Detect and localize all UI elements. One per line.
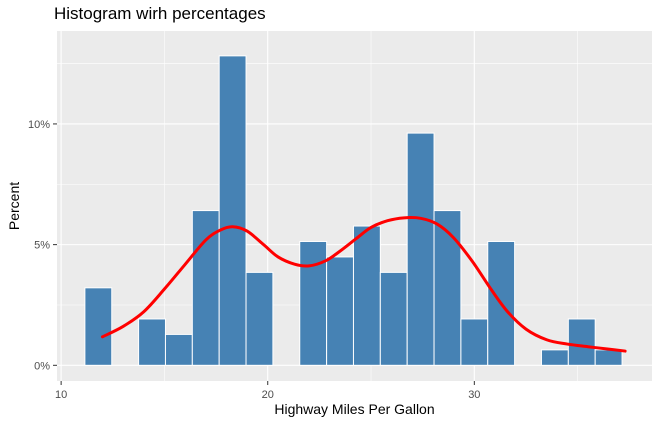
x-axis: 10 20 30 [55,381,480,401]
histogram-bar [191,210,220,366]
histogram-bar [352,225,381,366]
x-tick-label: 10 [55,389,67,401]
chart-title: Histogram wirh percentages [54,4,266,23]
y-axis: 0% 5% 10% [28,119,57,372]
histogram-bar [164,333,193,366]
y-tick-label: 5% [34,240,50,252]
x-tick-label: 20 [262,389,274,401]
histogram-bar [540,349,569,366]
histogram-bar [245,271,274,366]
density-curve [100,216,627,353]
histogram-bar [433,210,462,366]
y-tick-label: 0% [34,360,50,372]
histogram-bar [379,271,408,366]
histogram-bar [138,318,166,366]
x-tick-label: 30 [468,389,480,401]
histogram-bar [460,318,489,366]
histogram-bar [299,240,328,366]
histogram-bar [567,318,596,366]
histogram-bar [84,287,113,366]
histogram-bars [84,55,623,366]
histogram-bar [406,132,435,366]
histogram-bar [326,256,354,366]
histogram-bar [594,349,623,366]
y-tick-label: 10% [28,119,50,131]
y-axis-label: Percent [6,181,22,231]
histogram-bar [218,55,247,366]
x-axis-label: Highway Miles Per Gallon [274,401,435,417]
